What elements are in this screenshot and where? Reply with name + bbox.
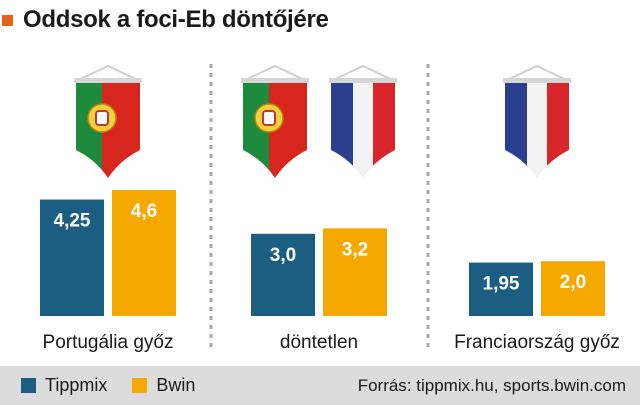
bar-bwin-1 [112, 189, 176, 316]
chart-area: 4,25 4,6 Portugália győz 3,0 3,2 döntetlen 1,9… [40, 64, 620, 353]
bar-bwin-2 [323, 228, 387, 316]
title-marker [2, 14, 13, 26]
portugal-flag-cord [73, 64, 143, 83]
bar-tippmix-3 [469, 262, 533, 316]
title-row: Oddsok a foci-Eb döntőjére [0, 4, 329, 36]
category-label-2: döntetlen [280, 332, 358, 353]
france-flag-icon [331, 80, 395, 178]
category-label-1: Portugália győz [43, 332, 174, 353]
data-label-bwin-1: 4,6 [131, 201, 157, 222]
data-label-tippmix-1: 4,25 [54, 211, 91, 232]
bar-tippmix-2 [251, 233, 315, 316]
bar-tippmix-1 [40, 199, 104, 316]
data-label-tippmix-2: 3,0 [270, 245, 296, 266]
source-note: Forrás: tippmix.hu, sports.bwin.com [357, 376, 626, 395]
chart-title: Oddsok a foci-Eb döntőjére [23, 6, 329, 33]
portugal-flag-rod [74, 78, 142, 83]
legend-swatch-bwin [132, 378, 148, 393]
data-label-tippmix-3: 1,95 [483, 274, 520, 295]
portugal-flag-rod [241, 78, 309, 83]
portugal-flag-icon [76, 80, 140, 178]
france-flag-cord [328, 64, 398, 83]
portugal-flag-cord [240, 64, 310, 83]
france-flag-icon [505, 80, 569, 178]
data-label-bwin-2: 3,2 [342, 239, 368, 260]
portugal-flag-icon [243, 80, 307, 178]
data-label-bwin-3: 2,0 [560, 272, 586, 293]
legend-label-bwin: Bwin [156, 375, 196, 395]
footer: Tippmix Bwin Forrás: tippmix.hu, sports.… [0, 366, 640, 405]
legend-label-tippmix: Tippmix [45, 375, 108, 395]
category-label-3: Franciaország győz [454, 332, 620, 353]
france-flag-rod [329, 78, 397, 83]
france-flag-rod [503, 78, 571, 83]
legend-swatch-tippmix [21, 378, 36, 393]
bar-bwin-3 [541, 261, 605, 316]
france-flag-cord [502, 64, 572, 83]
